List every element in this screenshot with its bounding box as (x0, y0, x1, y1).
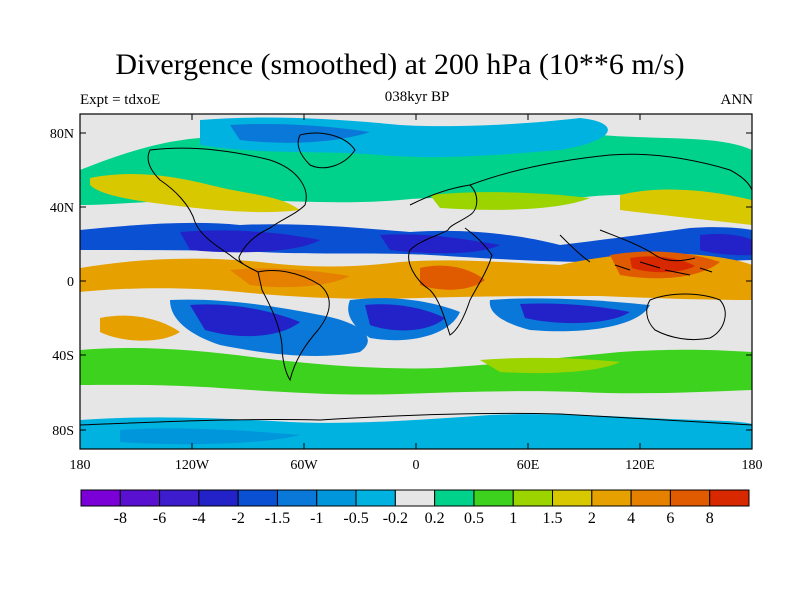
contour-blue-arctic (230, 123, 370, 143)
coastline-australia (646, 293, 726, 341)
contour-yellow-npac (90, 174, 300, 213)
colorbar-label: -6 (153, 510, 166, 527)
colorbar-box (669, 489, 711, 507)
colorbar-box (591, 489, 632, 507)
coastline-antarctica (80, 412, 752, 426)
contour-darkblue-satl (365, 304, 445, 331)
contour-darkblue-wpac (700, 233, 752, 256)
season-label: ANN (720, 92, 754, 108)
latitude-labels: 80N 40N 0 40S 80S (50, 127, 74, 439)
colorbar-label: -1.5 (265, 510, 290, 527)
colorbar-label: 6 (666, 510, 674, 527)
lat-label: 80S (52, 424, 74, 439)
colorbar-box (512, 489, 554, 507)
contour-fields (80, 117, 752, 449)
colorbar-box (630, 489, 671, 507)
colorbar-box (394, 489, 436, 507)
colorbar-box (434, 489, 475, 507)
colorbar-label: -4 (192, 510, 205, 527)
lat-label: 80N (50, 127, 74, 142)
colorbar-boxes (80, 489, 750, 507)
coastlines (80, 132, 752, 426)
axis-ticks (79, 114, 753, 449)
colorbar-label: 1 (509, 510, 517, 527)
lon-label: 180 (742, 458, 763, 473)
colorbar-box (316, 489, 357, 507)
lon-label: 120W (175, 458, 210, 473)
colorbar-box (276, 489, 318, 507)
lat-label: 40N (50, 201, 74, 216)
coastline-europe-africa (408, 184, 493, 336)
colorbar-box (355, 489, 396, 507)
lon-label: 60E (517, 458, 540, 473)
coastline-greenland (297, 132, 356, 169)
contour-lightgreen-south (480, 357, 620, 374)
contour-yellow-asia (620, 189, 752, 225)
contour-darkblue-natl (380, 234, 500, 254)
lon-label: 60W (290, 458, 318, 473)
lon-label: 0 (413, 458, 420, 473)
colorbar-box (80, 489, 121, 507)
colorbar-label: -0.5 (343, 510, 368, 527)
colorbar-label: -0.2 (383, 510, 408, 527)
chart-title: Divergence (smoothed) at 200 hPa (10**6 … (115, 48, 685, 81)
lat-label: 0 (67, 275, 74, 290)
colorbar-label: 8 (706, 510, 714, 527)
coastline-asia (469, 153, 752, 263)
lon-label: 120E (625, 458, 655, 473)
colorbar-label: 0.5 (464, 510, 484, 527)
colorbar-labels: -8 -6 -4 -2 -1.5 -1 -0.5 -0.2 0.2 0.5 1 1.5 2 4 6 8 (114, 510, 714, 527)
coastline-south-america (257, 270, 330, 382)
contour-darkblue-stroppac (190, 304, 300, 337)
colorbar-box (198, 489, 239, 507)
colorbar-box (473, 489, 514, 507)
lon-label: 180 (70, 458, 91, 473)
colorbar-box (552, 489, 593, 507)
contour-red-africa (420, 265, 485, 290)
colorbar-box (119, 489, 161, 507)
contour-lightgreen-mid (430, 192, 590, 210)
colorbar-box (237, 489, 278, 507)
colorbar-label: -8 (114, 510, 127, 527)
time-label: 038kyr BP (384, 89, 450, 105)
colorbar-label: -1 (310, 510, 323, 527)
lat-label: 40S (52, 349, 74, 364)
colorbar-box (709, 489, 750, 507)
contour-midblue-antarctic (120, 428, 300, 445)
colorbar-label: 2 (588, 510, 596, 527)
colorbar-label: 1.5 (543, 510, 563, 527)
colorbar-box (159, 489, 200, 507)
coastline-north-america (147, 147, 307, 273)
colorbar-label: 4 (627, 510, 635, 527)
contour-darkblue-sind (520, 303, 630, 324)
contour-yellow-spac (100, 315, 180, 341)
colorbar-label: -2 (232, 510, 245, 527)
longitude-labels: 180 120W 60W 0 60E 120E 180 (70, 458, 763, 473)
coastline-maritime-islands (614, 261, 713, 276)
colorbar-label: 0.2 (425, 510, 445, 527)
experiment-label: Expt = tdxoE (80, 92, 161, 108)
